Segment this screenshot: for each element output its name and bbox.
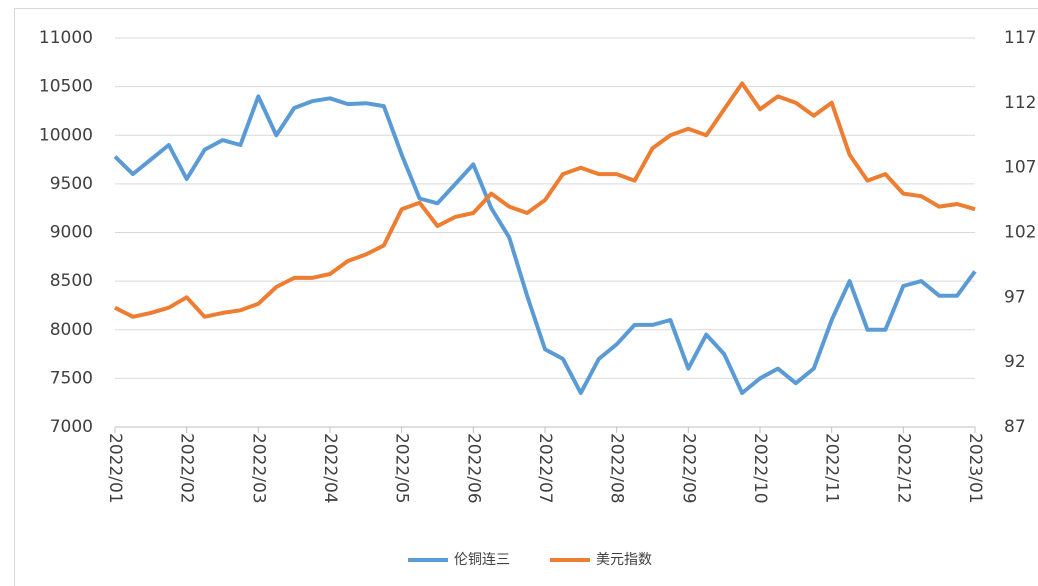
y-tick-label: 8000 bbox=[50, 320, 93, 340]
y2-tick-label: 112 bbox=[1004, 93, 1036, 113]
y2-tick-label: 102 bbox=[1004, 223, 1036, 243]
x-tick-label: 2022/10 bbox=[750, 433, 770, 504]
y-tick-label: 7000 bbox=[50, 417, 93, 437]
y2-tick-label: 97 bbox=[1004, 287, 1026, 307]
series-line bbox=[114, 81, 976, 319]
x-tick-label: 2022/05 bbox=[392, 433, 412, 504]
y-tick-label: 9500 bbox=[50, 174, 93, 194]
x-tick-label: 2022/03 bbox=[248, 433, 268, 504]
chart-border bbox=[14, 8, 1038, 586]
y2-tick-label: 107 bbox=[1004, 158, 1036, 178]
y-tick-label: 8500 bbox=[50, 271, 93, 291]
y-tick-label: 11000 bbox=[39, 28, 93, 48]
x-tick-label: 2022/11 bbox=[822, 433, 842, 504]
y-tick-label: 10500 bbox=[39, 77, 93, 97]
x-tick-label: 2022/04 bbox=[320, 433, 340, 504]
series-line bbox=[113, 94, 977, 395]
legend-label: 伦铜连三 bbox=[454, 552, 510, 568]
y2-tick-label: 92 bbox=[1004, 352, 1026, 372]
y2-tick-label: 117 bbox=[1004, 28, 1036, 48]
legend-label: 美元指数 bbox=[596, 552, 652, 568]
x-tick-label: 2023/01 bbox=[965, 433, 985, 504]
y-tick-label: 7500 bbox=[50, 368, 93, 388]
x-tick-label: 2022/02 bbox=[177, 433, 197, 504]
x-tick-label: 2022/08 bbox=[607, 433, 627, 504]
x-tick-label: 2022/09 bbox=[678, 433, 698, 504]
y2-tick-label: 87 bbox=[1004, 417, 1026, 437]
x-tick-label: 2022/07 bbox=[535, 433, 555, 504]
y-tick-label: 10000 bbox=[39, 125, 93, 145]
y-tick-label: 9000 bbox=[50, 223, 93, 243]
x-tick-label: 2022/01 bbox=[105, 433, 125, 504]
x-tick-label: 2022/12 bbox=[893, 433, 913, 504]
x-tick-label: 2022/06 bbox=[463, 433, 483, 504]
